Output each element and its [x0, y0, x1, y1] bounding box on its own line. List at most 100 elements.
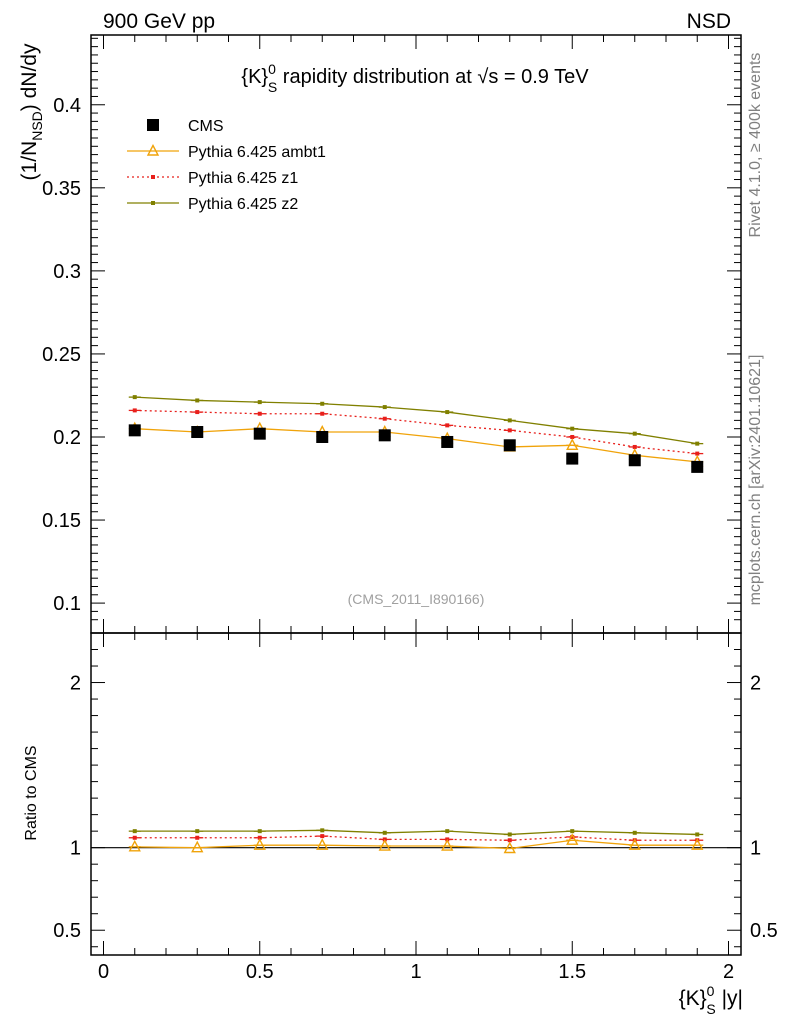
- main-pythia-6-425-z1-point: [507, 428, 512, 433]
- ratio-plot-frame: [90, 632, 742, 956]
- ratio-tick-label-right: 2: [750, 673, 761, 695]
- ratio-pythia-6-425-ambt1-point: [628, 838, 641, 850]
- main-pythia-6-425-z2-line: [134, 396, 698, 445]
- ratio-pythia-6-425-ambt1-point: [566, 833, 579, 845]
- ratio-tick-label: 2: [70, 673, 81, 695]
- legend: CMS Pythia 6.425 ambt1 Pythia 6.425 z1 Pyth…: [127, 118, 326, 213]
- x-tick-label: 1: [410, 961, 421, 983]
- ratio-tick-label-right: 0.5: [750, 920, 778, 942]
- legend-label-pythia-6-425-z2: Pythia 6.425 z2: [188, 196, 298, 213]
- ratio-pythia-6-425-ambt1-point: [128, 839, 141, 852]
- main-cms-point: [128, 424, 141, 437]
- axes: 0 0.5 1 1.5 2 0.1 0.15 0.2 0.25 0.3 0.35 0.4 0.5 0.5 1…: [42, 35, 778, 983]
- main-cms-point: [441, 435, 454, 448]
- main-cms-point: [316, 430, 329, 443]
- ratio-pythia-6-425-z2-point: [507, 832, 512, 837]
- main-pythia-6-425-z1-point: [570, 434, 575, 439]
- ratio-pythia-6-425-z1-point: [320, 834, 325, 839]
- y-tick-label: 0.35: [42, 178, 81, 200]
- ratio-pythia-6-425-ambt1-point: [503, 841, 516, 854]
- main-pythia-6-425-z2-point: [695, 441, 700, 446]
- ratio-pythia-6-425-z2-point: [695, 832, 700, 837]
- legend-marker-pythia-6-425-z2: [151, 201, 155, 205]
- legend-marker-cms: [147, 119, 159, 131]
- main-pythia-6-425-z1-point: [195, 410, 200, 415]
- ratio-pythia-6-425-z2-point: [382, 830, 387, 835]
- main-cms-point: [503, 439, 516, 452]
- y-tick-label: 0.3: [53, 261, 81, 283]
- main-cms-point: [691, 460, 704, 473]
- header-left-label: 900 GeV pp: [103, 10, 215, 33]
- main-pythia-6-425-z1-point: [632, 444, 637, 449]
- x-tick-label: 0: [98, 961, 109, 983]
- ratio-pythia-6-425-ambt1-point: [378, 839, 391, 851]
- main-cms-point: [253, 427, 266, 440]
- ratio-pythia-6-425-z1-point: [257, 835, 262, 840]
- x-tick-label: 2: [723, 961, 734, 983]
- main-cms-point: [378, 429, 391, 442]
- ratio-pythia-6-425-z2-point: [195, 829, 200, 834]
- ratio-pythia-6-425-z1-point: [195, 835, 200, 840]
- chart-title: {K}0 S rapidity distribution at √s = 0.9 …: [241, 61, 589, 95]
- ratio-pythia-6-425-ambt1-point: [441, 839, 454, 851]
- main-pythia-6-425-z2-point: [132, 395, 137, 400]
- analysis-id-label: (CMS_2011_I890166): [348, 591, 485, 607]
- main-pythia-6-425-ambt1-point: [566, 438, 579, 450]
- y-tick-label: 0.4: [53, 95, 81, 117]
- main-pythia-6-425-z1-point: [445, 423, 450, 428]
- ratio-pythia-6-425-z2-point: [632, 830, 637, 835]
- main-pythia-6-425-ambt1-line: [134, 428, 698, 463]
- main-cms-point: [566, 452, 579, 465]
- ratio-pythia-6-425-z1-point: [132, 835, 137, 840]
- x-tick-label: 0.5: [246, 961, 274, 983]
- y-tick-label: 0.15: [42, 510, 81, 532]
- y-tick-label: 0.2: [53, 427, 81, 449]
- main-pythia-6-425-z2-point: [320, 401, 325, 406]
- ratio-pythia-6-425-ambt1-point: [253, 838, 266, 850]
- main-pythia-6-425-z1-line: [134, 409, 698, 455]
- main-pythia-6-425-z2-point: [445, 410, 450, 415]
- ratio-pythia-6-425-z1-point: [507, 838, 512, 843]
- x-axis-label: {K}0 S |y|: [679, 983, 743, 1017]
- main-pythia-6-425-z1-point: [320, 411, 325, 416]
- ratio-pythia-6-425-ambt1-point: [316, 838, 329, 850]
- ratio-pythia-6-425-z2-line: [134, 829, 698, 836]
- y-tick-label: 0.1: [53, 593, 81, 615]
- ratio-pythia-6-425-z1-line: [134, 835, 698, 841]
- legend-marker-pythia-6-425-z1: [151, 175, 155, 179]
- ratio-pythia-6-425-z1-point: [570, 834, 575, 839]
- main-pythia-6-425-z1-point: [695, 451, 700, 456]
- main-pythia-6-425-z1-point: [257, 411, 262, 416]
- ratio-pythia-6-425-z2-point: [132, 829, 137, 834]
- ratio-series: [128, 828, 704, 854]
- main-pythia-6-425-z2-point: [195, 398, 200, 403]
- ratio-pythia-6-425-z2-point: [570, 829, 575, 834]
- x-tick-label: 1.5: [558, 961, 586, 983]
- main-series: [128, 395, 704, 473]
- main-cms-point: [628, 454, 641, 467]
- legend-label-cms: CMS: [188, 118, 224, 135]
- mcplots-label: mcplots.cern.ch [arXiv:2401.10621]: [747, 355, 764, 606]
- ratio-pythia-6-425-z2-point: [257, 829, 262, 834]
- y-axis-label: (1/NNSD) dN/dy: [18, 43, 45, 180]
- main-pythia-6-425-z2-point: [257, 400, 262, 405]
- ratio-pythia-6-425-z2-point: [320, 828, 325, 833]
- ratio-pythia-6-425-ambt1-point: [691, 838, 704, 850]
- legend-label-pythia-6-425-ambt1: Pythia 6.425 ambt1: [188, 144, 326, 161]
- main-pythia-6-425-z2-point: [507, 418, 512, 423]
- main-pythia-6-425-z2-point: [632, 431, 637, 436]
- ratio-tick-label: 1: [70, 838, 81, 860]
- rivet-label: Rivet 4.1.0, ≥ 400k events: [747, 53, 764, 238]
- ratio-pythia-6-425-ambt1-point: [191, 840, 204, 853]
- main-pythia-6-425-z1-point: [132, 408, 137, 413]
- main-pythia-6-425-z2-point: [570, 426, 575, 431]
- ratio-pythia-6-425-z2-point: [445, 829, 450, 834]
- legend-marker-pythia-6-425-ambt1: [146, 143, 160, 156]
- ratio-y-axis-label: Ratio to CMS: [23, 745, 40, 840]
- main-pythia-6-425-z2-point: [382, 405, 387, 410]
- legend-label-pythia-6-425-z1: Pythia 6.425 z1: [188, 170, 298, 187]
- main-cms-point: [191, 426, 204, 439]
- header-right-label: NSD: [687, 10, 731, 33]
- main-pythia-6-425-z1-point: [382, 416, 387, 421]
